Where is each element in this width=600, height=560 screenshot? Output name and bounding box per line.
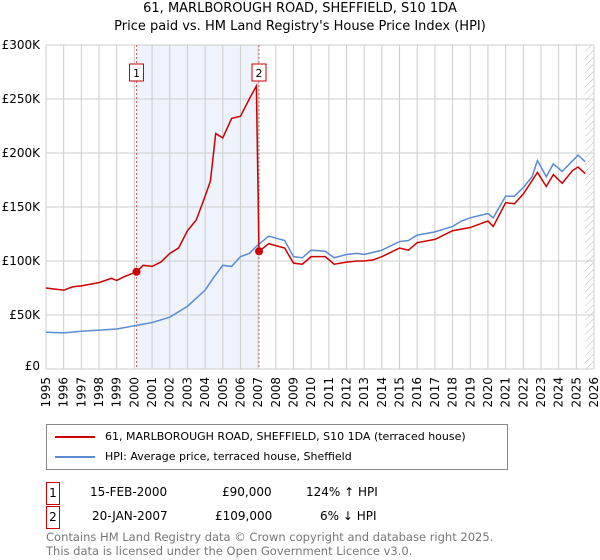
legend-item-property: 61, MARLBOROUGH ROAD, SHEFFIELD, S10 1DA… xyxy=(55,430,466,444)
sale-marker-box xyxy=(251,63,267,82)
x-tick-label: 1995 xyxy=(39,377,53,408)
x-tick-label: 2000 xyxy=(127,377,141,408)
x-tick-label: 2024 xyxy=(552,377,566,408)
y-tick-label: £50K xyxy=(9,308,41,322)
legend: 61, MARLBOROUGH ROAD, SHEFFIELD, S10 1DA… xyxy=(46,424,508,470)
legend-label: HPI: Average price, terraced house, Shef… xyxy=(105,450,352,463)
x-tick-label: 2005 xyxy=(216,377,230,408)
legend-item-hpi: HPI: Average price, terraced house, Shef… xyxy=(55,450,352,464)
price-chart: 1995 1996 1997 1998 1999 2000 2001 2002 2003 2004… xyxy=(2,38,600,408)
transaction-hpi: 6% ↓ HPI xyxy=(320,509,377,523)
y-tick-label: £0 xyxy=(25,359,40,373)
y-tick-label: £150K xyxy=(2,200,42,214)
transaction-date: 20-JAN-2007 xyxy=(92,509,168,523)
x-tick-label: 2018 xyxy=(446,377,460,408)
x-tick-label: 2016 xyxy=(410,377,424,408)
sale-marker-label: 1 xyxy=(133,67,140,80)
sale-point xyxy=(132,267,141,276)
chart-title: 61, MARLBOROUGH ROAD, SHEFFIELD, S10 1DA xyxy=(143,1,457,16)
legend-swatch-red xyxy=(55,436,95,438)
x-tick-label: 1998 xyxy=(92,377,106,408)
transaction-price: £109,000 xyxy=(215,509,273,523)
x-tick-label: 2019 xyxy=(463,377,477,408)
x-tick-label: 2022 xyxy=(516,377,530,408)
y-tick-label: £250K xyxy=(2,92,42,106)
transaction-row: 1 15-FEB-2000 £90,000 124% ↑ HPI xyxy=(46,482,446,505)
x-tick-label: 2012 xyxy=(340,377,354,408)
x-tick-label: 2026 xyxy=(587,377,600,408)
x-tick-label: 2015 xyxy=(393,377,407,408)
x-tick-label: 2020 xyxy=(481,377,495,408)
x-tick-label: 2008 xyxy=(269,377,283,408)
sale-marker-label: 2 xyxy=(256,67,263,80)
x-tick-label: 2002 xyxy=(163,377,177,408)
y-tick-label: £200K xyxy=(2,146,42,160)
x-tick-label: 2001 xyxy=(145,377,159,408)
x-tick-label: 2004 xyxy=(198,377,212,408)
transaction-date: 15-FEB-2000 xyxy=(90,485,168,499)
x-tick-label: 2007 xyxy=(251,377,265,408)
x-tick-label: 2009 xyxy=(286,377,300,408)
x-tick-label: 2010 xyxy=(304,377,318,408)
x-tick-label: 1996 xyxy=(57,377,71,408)
sale-point xyxy=(255,247,264,256)
x-tick-label: 1997 xyxy=(74,377,88,408)
x-tick-label: 2023 xyxy=(534,377,548,408)
transaction-price: £90,000 xyxy=(222,485,272,499)
transaction-row: 2 20-JAN-2007 £109,000 6% ↓ HPI xyxy=(46,506,446,529)
footer-copyright: Contains HM Land Registry data © Crown c… xyxy=(46,530,494,544)
x-tick-label: 2014 xyxy=(375,377,389,408)
x-tick-label: 2025 xyxy=(569,377,583,408)
y-tick-label: £300K xyxy=(2,38,42,52)
x-tick-label: 2006 xyxy=(233,377,247,408)
x-tick-label: 2013 xyxy=(357,377,371,408)
chart-subtitle: Price paid vs. HM Land Registry's House … xyxy=(114,19,486,34)
footer-licence: This data is licensed under the Open Gov… xyxy=(46,544,413,558)
sale-marker-box xyxy=(129,63,145,82)
x-tick-label: 2021 xyxy=(499,377,513,408)
transaction-hpi: 124% ↑ HPI xyxy=(306,485,378,499)
x-tick-label: 2017 xyxy=(428,377,442,408)
x-tick-label: 2011 xyxy=(322,377,336,408)
transaction-number: 2 xyxy=(46,506,60,529)
hpi-line xyxy=(45,154,586,334)
x-tick-label: 1999 xyxy=(110,377,124,408)
property-price-line xyxy=(45,83,586,291)
y-tick-label: £100K xyxy=(2,254,42,268)
x-tick-label: 2003 xyxy=(180,377,194,408)
legend-swatch-blue xyxy=(55,456,95,458)
transaction-number: 1 xyxy=(46,482,60,505)
legend-label: 61, MARLBOROUGH ROAD, SHEFFIELD, S10 1DA… xyxy=(105,430,466,443)
